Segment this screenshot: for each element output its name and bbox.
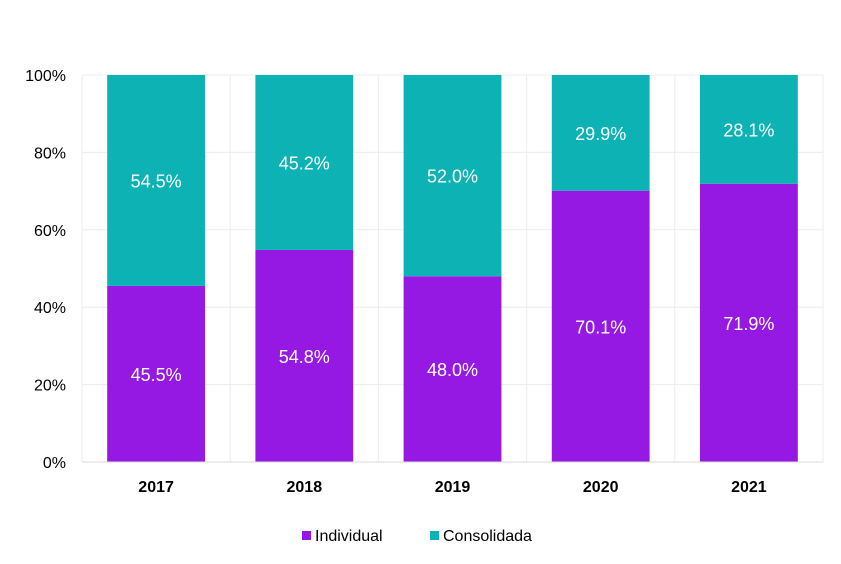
y-tick-label: 40%	[34, 300, 66, 317]
data-label: 54.5%	[131, 171, 182, 191]
bar-individual-2017	[107, 285, 206, 462]
y-axis: 0% 20% 40% 60% 80% 100%	[25, 68, 66, 472]
bar-individual-2020	[551, 190, 650, 462]
x-tick-label: 2021	[731, 479, 767, 496]
bar-consolidada-2019	[403, 75, 502, 277]
bars: 45.5% 54.5% 54.8% 45.2% 48.0% 52.0% 70.1% 29.9%…	[107, 75, 798, 462]
x-tick-label: 2017	[138, 479, 174, 496]
data-label: 52.0%	[427, 167, 478, 187]
data-label: 28.1%	[723, 120, 774, 140]
legend-label-individual: Individual	[315, 528, 383, 545]
bar-individual-2021	[699, 183, 798, 462]
y-tick-label: 60%	[34, 223, 66, 240]
bar-consolidada-2018	[255, 75, 354, 250]
legend-swatch-individual	[302, 531, 311, 540]
legend-label-consolidada: Consolidada	[443, 528, 532, 545]
data-label: 45.5%	[131, 365, 182, 385]
bar-individual-2018	[255, 249, 354, 462]
y-tick-label: 20%	[34, 378, 66, 395]
legend: Individual Consolidada	[302, 528, 532, 545]
bar-consolidada-2017	[107, 75, 206, 286]
data-label: 54.8%	[279, 347, 330, 367]
x-tick-label: 2018	[287, 479, 323, 496]
data-label: 48.0%	[427, 360, 478, 380]
data-label: 45.2%	[279, 153, 330, 173]
x-tick-label: 2020	[583, 479, 619, 496]
bar-consolidada-2020	[551, 75, 650, 191]
y-tick-label: 100%	[25, 68, 66, 85]
x-axis: 2017 2018 2019 2020 2021	[82, 461, 823, 496]
y-tick-label: 0%	[43, 455, 66, 472]
x-tick-label: 2019	[435, 479, 471, 496]
bar-consolidada-2021	[699, 75, 798, 184]
data-label: 70.1%	[575, 317, 626, 337]
y-tick-label: 80%	[34, 145, 66, 162]
bar-individual-2019	[403, 276, 502, 462]
data-label: 71.9%	[723, 314, 774, 334]
legend-swatch-consolidada	[430, 531, 439, 540]
data-label: 29.9%	[575, 124, 626, 144]
